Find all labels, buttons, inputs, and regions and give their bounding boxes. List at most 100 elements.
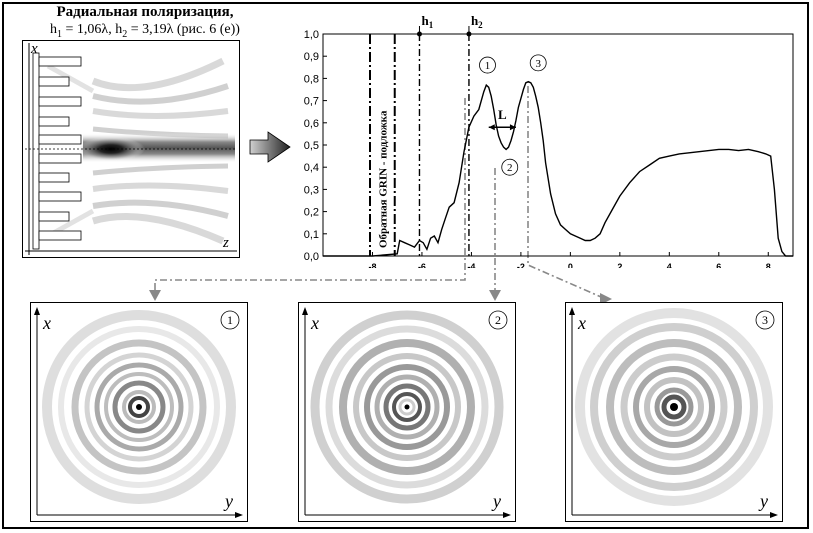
ring-core [136, 404, 142, 410]
ring [392, 392, 422, 422]
ring [84, 352, 194, 462]
ring [606, 339, 742, 475]
L-arrowhead-left [488, 124, 495, 131]
peak-label: 1 [485, 60, 491, 72]
x-tick-label: -6 [418, 262, 426, 268]
y-axis-arrow [235, 512, 243, 518]
ring [575, 308, 773, 506]
subplot-1: x y 1 [30, 302, 248, 522]
x-axis-arrow [34, 307, 40, 315]
y-tick-label: 0,6 [304, 118, 319, 130]
ring [325, 325, 489, 489]
subplot-number-circle [755, 310, 775, 330]
L-arrowhead-right [509, 124, 516, 131]
marker-dot [416, 31, 422, 37]
y-tick-label: 0,9 [304, 51, 319, 63]
field-x-letter: x [30, 41, 38, 57]
x-tick-label: 4 [667, 262, 672, 268]
x-tick-label: -2 [517, 262, 525, 268]
ring [364, 364, 450, 450]
marker-dot [466, 31, 472, 37]
x-tick-label: 2 [617, 262, 622, 268]
y-axis-arrow [503, 512, 511, 518]
field-map-svg: x z [25, 41, 237, 255]
ring [590, 323, 758, 491]
marker-label-main: h [471, 13, 479, 28]
peak-label-circle [501, 158, 519, 176]
ring-pattern [310, 310, 504, 504]
y-tick-label: 0,7 [304, 96, 319, 108]
plot-frame [322, 33, 794, 257]
ring [104, 372, 174, 442]
subtitle-h2-symbol: h [115, 22, 123, 37]
marker-label-sub: 2 [478, 20, 483, 30]
peak-label-circle [479, 56, 496, 74]
marker-label-main: h [421, 13, 429, 28]
marker-label: h1 [421, 13, 433, 30]
subplot-y-letter: y [758, 491, 768, 511]
chart-panel: 0,0 0,1 0,2 0,3 0,4 0,5 0,6 0,7 0,8 0,9 1,0 -8 -6 -4 -… [283, 10, 798, 268]
subplot-2: x y 2 [298, 302, 516, 522]
ring [58, 326, 220, 488]
subtitle-h1-value: = 1,06λ, [62, 22, 116, 37]
ring [620, 353, 728, 461]
subplot-3-svg: x y 3 [569, 307, 778, 518]
zone-plate-teeth [32, 52, 82, 250]
subtitle-h2-value: = 3,19λ (рис. 6 (е)) [127, 22, 240, 37]
chart-svg: 0,0 0,1 0,2 0,3 0,4 0,5 0,6 0,7 0,8 0,9 1,0 -8 -6 -4 -… [304, 13, 794, 268]
x-axis-arrow [302, 307, 308, 315]
subplot-number-circle [488, 310, 508, 330]
ring-core [670, 403, 678, 411]
subplot-x-letter: x [577, 313, 586, 333]
subplot-y-letter: y [491, 491, 501, 511]
y-tick-label: 1,0 [304, 29, 319, 41]
subtitle-h2-sub: 2 [122, 28, 128, 40]
subtitle-h1-sub: 1 [57, 28, 63, 40]
x-axis-arrow [569, 307, 575, 315]
ring [661, 394, 687, 420]
ring [122, 390, 156, 424]
ring [374, 374, 440, 440]
L-label: L [498, 107, 507, 122]
peak-label: 3 [535, 58, 541, 70]
subplot-1-svg: x y 1 [34, 307, 243, 518]
x-tick-label: 8 [766, 262, 771, 268]
field-map-panel: x z [22, 40, 240, 258]
marker-label: h2 [471, 13, 483, 30]
ring [112, 380, 166, 434]
subplot-number-circle [220, 310, 240, 330]
peak-label: 2 [507, 162, 513, 174]
subplot-y-letter: y [223, 491, 233, 511]
ring [94, 362, 184, 452]
y-tick-label: 0,8 [304, 73, 319, 85]
ring [383, 383, 431, 431]
ring [71, 339, 207, 475]
intensity-curve [323, 80, 793, 257]
subplot-number: 2 [495, 313, 501, 327]
ring [398, 398, 416, 416]
marker-label-sub: 1 [429, 20, 434, 30]
subplot-x-letter: x [42, 313, 51, 333]
x-tick-label: -4 [467, 262, 475, 268]
y-tick-label: 0,4 [304, 162, 319, 174]
subplot-x-letter: x [310, 313, 319, 333]
y-tick-label: 0,5 [304, 140, 319, 152]
x-tick-label: -8 [368, 262, 376, 268]
ring [339, 339, 475, 475]
y-tick-label: 0,2 [304, 207, 319, 219]
y-tick-label: 0,1 [304, 229, 319, 241]
figure-subtitle: h1 = 1,06λ, h2 = 3,19λ (рис. 6 (е)) [10, 22, 280, 40]
ring [310, 310, 504, 504]
ring [353, 353, 461, 461]
subplot-number: 1 [227, 313, 233, 327]
y-tick-label: 0,3 [304, 184, 319, 196]
ring [128, 396, 150, 418]
x-tick-label: 0 [568, 262, 573, 268]
x-tick-label: 6 [716, 262, 721, 268]
subplot-number: 3 [762, 313, 768, 327]
ring [644, 377, 704, 437]
ring-pattern [575, 308, 773, 506]
figure-title: Радиальная поляризация, [56, 4, 234, 20]
ring-pattern [42, 310, 236, 504]
